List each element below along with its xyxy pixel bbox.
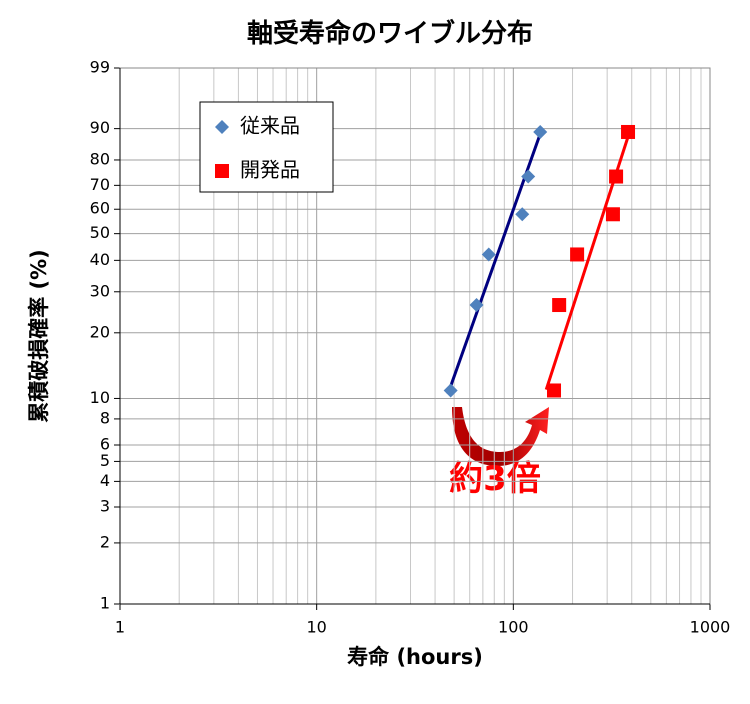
y-tick-label: 90 bbox=[90, 118, 110, 137]
x-tick-label: 10 bbox=[306, 618, 326, 637]
data-point bbox=[533, 124, 548, 139]
y-tick-label: 2 bbox=[100, 532, 110, 551]
legend-marker bbox=[215, 120, 229, 134]
y-tick-label: 80 bbox=[90, 149, 110, 168]
fit-line bbox=[446, 128, 544, 395]
data-point bbox=[521, 169, 536, 184]
y-axis-label: 累積破損確率 (%) bbox=[27, 249, 51, 423]
data-point bbox=[547, 383, 562, 398]
legend-label: 従来品 bbox=[240, 114, 300, 138]
y-tick-label: 3 bbox=[100, 497, 110, 516]
y-tick-label: 5 bbox=[100, 451, 110, 470]
y-tick-label: 10 bbox=[90, 388, 110, 407]
y-tick-label: 70 bbox=[90, 175, 110, 194]
x-tick-label: 1 bbox=[115, 618, 125, 637]
y-tick-label: 4 bbox=[100, 471, 110, 490]
data-point bbox=[621, 124, 636, 139]
y-tick-label: 30 bbox=[90, 281, 110, 300]
data-point bbox=[481, 247, 496, 262]
arrow bbox=[452, 407, 549, 466]
y-tick-label: 60 bbox=[90, 199, 110, 218]
x-axis-label: 寿命 (hours) bbox=[347, 645, 483, 669]
y-tick-label: 40 bbox=[90, 250, 110, 269]
data-point bbox=[570, 247, 585, 262]
data-point bbox=[469, 298, 484, 313]
chart-title: 軸受寿命のワイブル分布 bbox=[247, 18, 533, 49]
data-point bbox=[609, 169, 624, 184]
y-tick-label: 99 bbox=[90, 58, 110, 77]
data-point bbox=[552, 298, 567, 313]
data-point bbox=[605, 207, 620, 222]
data-point bbox=[443, 383, 458, 398]
data-point bbox=[515, 207, 530, 222]
legend-marker bbox=[215, 164, 229, 178]
y-tick-label: 8 bbox=[100, 408, 110, 427]
x-tick-label: 100 bbox=[498, 618, 529, 637]
annotation: 約3倍 bbox=[449, 459, 541, 499]
y-tick-label: 50 bbox=[90, 223, 110, 242]
legend-label: 開発品 bbox=[240, 158, 300, 182]
y-tick-label: 6 bbox=[100, 435, 110, 454]
x-tick-label: 1000 bbox=[690, 618, 731, 637]
y-tick-label: 1 bbox=[100, 594, 110, 613]
y-tick-label: 20 bbox=[90, 322, 110, 341]
fit-line bbox=[544, 128, 633, 391]
